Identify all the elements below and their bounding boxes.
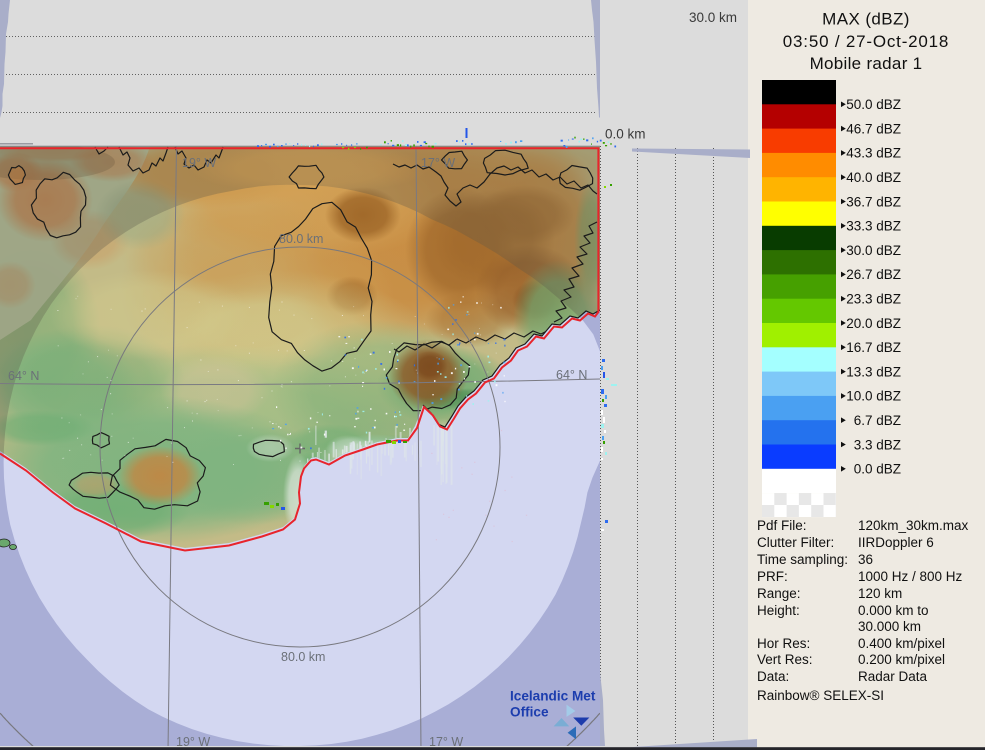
svg-text:80.0 km: 80.0 km xyxy=(279,232,323,246)
svg-text:0.200 km/pixel: 0.200 km/pixel xyxy=(858,652,945,667)
svg-text:64° N: 64° N xyxy=(556,368,587,382)
svg-text:17° W: 17° W xyxy=(429,735,463,749)
svg-text:Hor Res:: Hor Res: xyxy=(757,636,810,651)
svg-text:30.0 km: 30.0 km xyxy=(689,10,737,25)
svg-text:80.0 km: 80.0 km xyxy=(281,650,325,664)
svg-text:1000 Hz / 800 Hz: 1000 Hz / 800 Hz xyxy=(858,569,963,584)
svg-text:PRF:: PRF: xyxy=(757,569,788,584)
svg-text:03:50 / 27-Oct-2018: 03:50 / 27-Oct-2018 xyxy=(783,32,949,51)
svg-text:6.7 dBZ: 6.7 dBZ xyxy=(854,413,901,428)
svg-text:30.0 dBZ: 30.0 dBZ xyxy=(846,243,901,258)
svg-text:50.0 dBZ: 50.0 dBZ xyxy=(846,97,901,112)
svg-text:10.0 dBZ: 10.0 dBZ xyxy=(846,389,901,404)
svg-text:0.400 km/pixel: 0.400 km/pixel xyxy=(858,636,945,651)
svg-text:Vert Res:: Vert Res: xyxy=(757,652,813,667)
svg-text:Height:: Height: xyxy=(757,603,800,618)
svg-text:Clutter Filter:: Clutter Filter: xyxy=(757,535,834,550)
svg-text:36.7 dBZ: 36.7 dBZ xyxy=(846,194,901,209)
svg-text:43.3 dBZ: 43.3 dBZ xyxy=(846,146,901,161)
svg-text:0.0 km: 0.0 km xyxy=(605,127,646,142)
svg-text:26.7 dBZ: 26.7 dBZ xyxy=(846,267,901,282)
svg-text:Data:: Data: xyxy=(757,669,789,684)
svg-text:30.000 km: 30.000 km xyxy=(858,619,921,634)
svg-text:Rainbow® SELEX-SI: Rainbow® SELEX-SI xyxy=(757,688,884,703)
svg-text:16.7 dBZ: 16.7 dBZ xyxy=(846,340,901,355)
svg-text:19° W: 19° W xyxy=(176,735,210,749)
svg-text:0.0 dBZ: 0.0 dBZ xyxy=(854,462,901,477)
svg-text:120km_30km.max: 120km_30km.max xyxy=(858,518,969,533)
svg-text:Mobile radar 1: Mobile radar 1 xyxy=(810,54,923,73)
svg-text:3.3 dBZ: 3.3 dBZ xyxy=(854,437,901,452)
svg-text:13.3 dBZ: 13.3 dBZ xyxy=(846,364,901,379)
svg-text:36: 36 xyxy=(858,552,873,567)
svg-text:46.7 dBZ: 46.7 dBZ xyxy=(846,121,901,136)
svg-text:Radar Data: Radar Data xyxy=(858,669,928,684)
svg-text:23.3 dBZ: 23.3 dBZ xyxy=(846,292,901,307)
svg-text:64° N: 64° N xyxy=(8,369,39,383)
svg-text:40.0 dBZ: 40.0 dBZ xyxy=(846,170,901,185)
svg-text:Time sampling:: Time sampling: xyxy=(757,552,848,567)
svg-text:19° W: 19° W xyxy=(182,156,216,170)
svg-text:120 km: 120 km xyxy=(858,586,902,601)
svg-text:Icelandic Met: Icelandic Met xyxy=(510,689,596,704)
svg-text:IIRDoppler 6: IIRDoppler 6 xyxy=(858,535,934,550)
svg-text:0.000 km to: 0.000 km to xyxy=(858,603,929,618)
svg-text:Office: Office xyxy=(510,705,549,720)
svg-text:33.3 dBZ: 33.3 dBZ xyxy=(846,219,901,234)
svg-text:20.0 dBZ: 20.0 dBZ xyxy=(846,316,901,331)
svg-text:Pdf File:: Pdf File: xyxy=(757,518,807,533)
svg-text:17° W: 17° W xyxy=(421,156,455,170)
svg-text:MAX (dBZ): MAX (dBZ) xyxy=(822,10,910,29)
svg-text:Range:: Range: xyxy=(757,586,801,601)
